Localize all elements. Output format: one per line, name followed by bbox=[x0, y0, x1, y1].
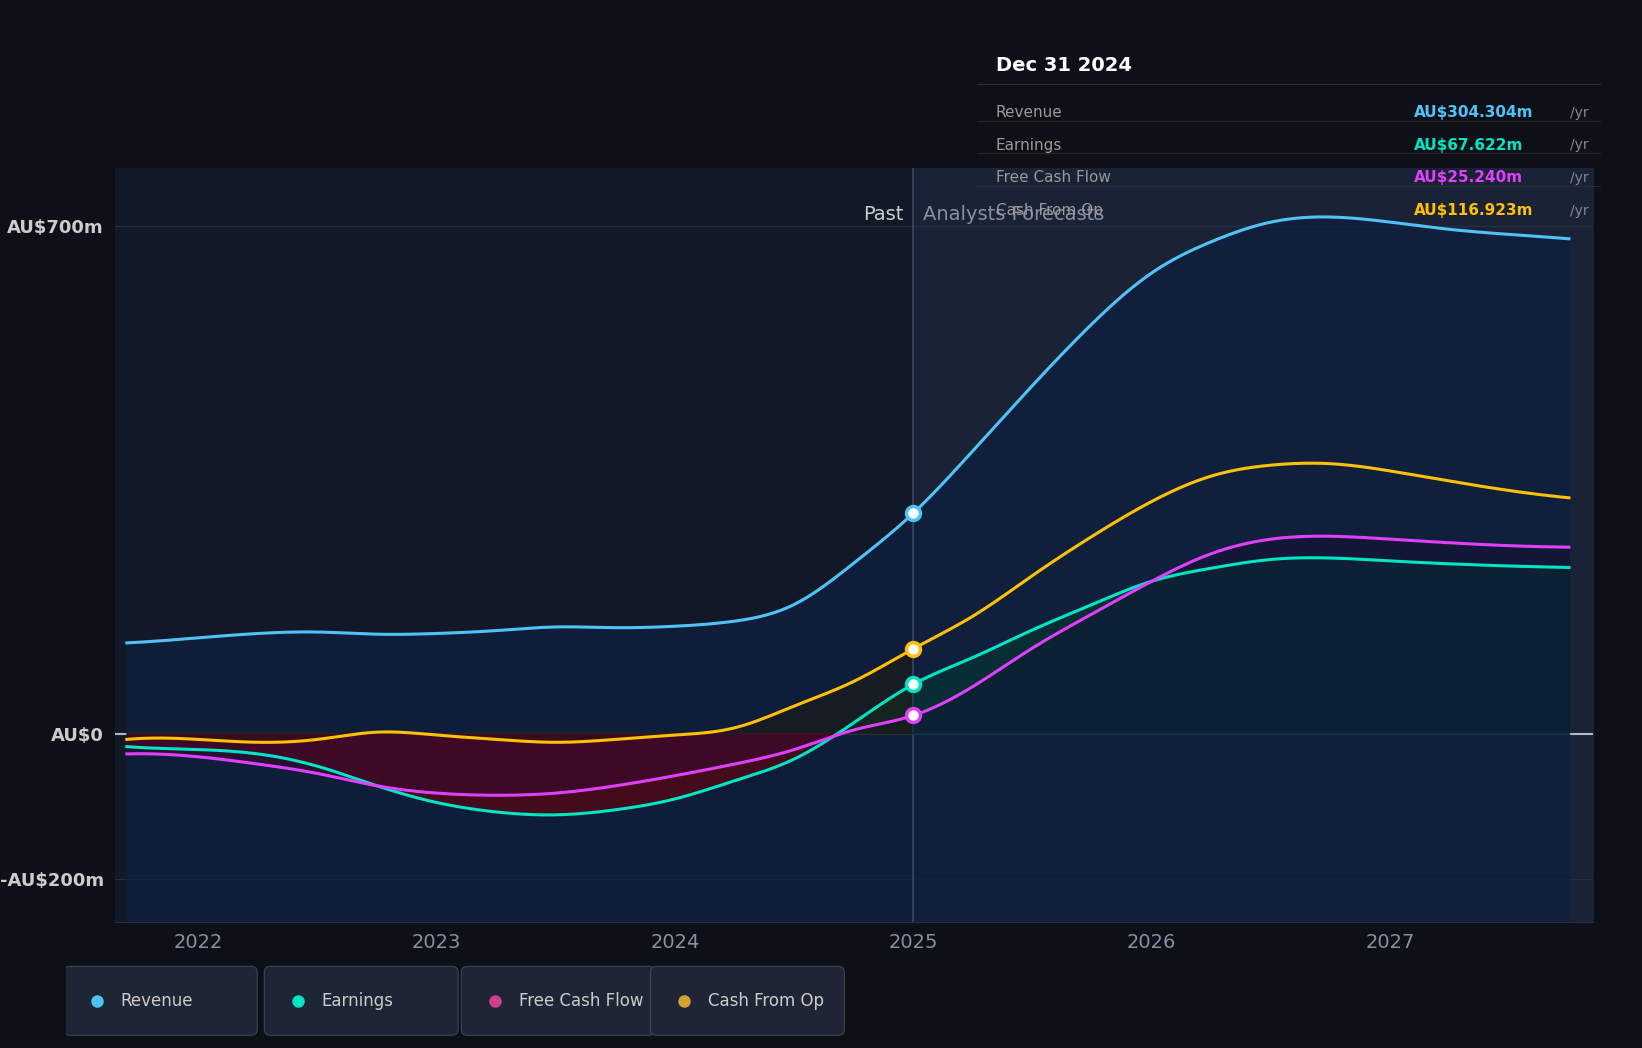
Text: /yr: /yr bbox=[1570, 138, 1588, 152]
Text: Dec 31 2024: Dec 31 2024 bbox=[995, 56, 1131, 75]
Text: Earnings: Earnings bbox=[322, 991, 394, 1010]
Text: Revenue: Revenue bbox=[995, 105, 1062, 121]
Text: Revenue: Revenue bbox=[122, 991, 194, 1010]
Text: Free Cash Flow: Free Cash Flow bbox=[519, 991, 644, 1010]
FancyBboxPatch shape bbox=[461, 966, 655, 1035]
Text: AU$25.240m: AU$25.240m bbox=[1414, 171, 1522, 185]
FancyBboxPatch shape bbox=[64, 966, 258, 1035]
Text: /yr: /yr bbox=[1570, 203, 1588, 218]
FancyBboxPatch shape bbox=[650, 966, 844, 1035]
Text: /yr: /yr bbox=[1570, 106, 1588, 119]
Text: AU$304.304m: AU$304.304m bbox=[1414, 105, 1534, 121]
Text: Earnings: Earnings bbox=[995, 137, 1062, 153]
Text: Analysts Forecasts: Analysts Forecasts bbox=[923, 205, 1105, 224]
FancyBboxPatch shape bbox=[264, 966, 458, 1035]
Text: /yr: /yr bbox=[1570, 171, 1588, 184]
Text: Cash From Op: Cash From Op bbox=[708, 991, 824, 1010]
Text: Past: Past bbox=[864, 205, 903, 224]
Text: AU$116.923m: AU$116.923m bbox=[1414, 203, 1534, 218]
Text: AU$67.622m: AU$67.622m bbox=[1414, 137, 1524, 153]
Text: Cash From Op: Cash From Op bbox=[995, 203, 1103, 218]
Text: Free Cash Flow: Free Cash Flow bbox=[995, 171, 1110, 185]
